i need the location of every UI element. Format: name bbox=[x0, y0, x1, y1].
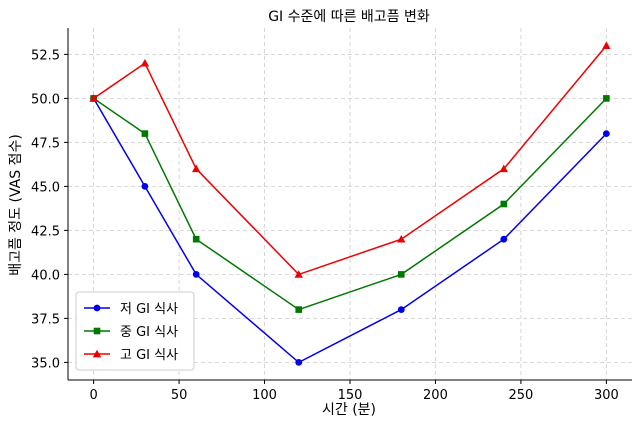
data-point bbox=[295, 359, 303, 366]
legend-marker bbox=[93, 304, 101, 312]
data-point bbox=[89, 94, 98, 102]
y-tick-label: 40.0 bbox=[31, 268, 60, 283]
x-tick-label: 100 bbox=[252, 388, 277, 403]
legend-item: 중 GI 식사 bbox=[84, 325, 178, 340]
y-tick-label: 37.5 bbox=[31, 312, 60, 327]
data-point bbox=[602, 130, 610, 138]
legend-marker bbox=[93, 327, 101, 335]
data-point bbox=[295, 306, 303, 313]
y-tick-label: 35.0 bbox=[31, 356, 60, 371]
legend-label: 중 GI 식사 bbox=[120, 325, 178, 340]
data-point bbox=[500, 200, 508, 208]
x-tick-label: 250 bbox=[508, 388, 533, 403]
y-tick-label: 52.5 bbox=[31, 48, 60, 63]
legend-item: 고 GI 식사 bbox=[84, 348, 178, 363]
data-point bbox=[397, 271, 405, 278]
data-point bbox=[191, 164, 201, 173]
legend-label: 저 GI 식사 bbox=[120, 302, 178, 317]
legend-label: 고 GI 식사 bbox=[120, 348, 178, 363]
data-point bbox=[141, 183, 149, 190]
data-point bbox=[141, 130, 149, 137]
y-tick-label: 47.5 bbox=[31, 136, 60, 151]
x-tick-label: 0 bbox=[89, 388, 97, 403]
data-point bbox=[500, 235, 508, 243]
x-tick-label: 200 bbox=[423, 388, 448, 403]
x-tick-label: 150 bbox=[338, 388, 363, 403]
data-point bbox=[192, 271, 200, 278]
data-point bbox=[397, 306, 405, 313]
series-3 bbox=[89, 41, 611, 278]
y-axis-ticks: 35.0 37.5 40.0 42.5 45.0 47.5 50.0 52.5 bbox=[31, 48, 68, 371]
series-group bbox=[89, 41, 611, 366]
data-point bbox=[602, 41, 611, 49]
data-point bbox=[294, 270, 303, 278]
legend-box bbox=[75, 291, 195, 371]
legend-item: 저 GI 식사 bbox=[84, 302, 178, 317]
data-point bbox=[603, 95, 610, 102]
x-axis-label: 시간 (분) bbox=[322, 402, 376, 418]
y-tick-label: 45.0 bbox=[31, 180, 60, 195]
y-axis-label: 배고픔 정도 (VAS 점수) bbox=[8, 134, 24, 276]
y-tick-label: 50.0 bbox=[31, 92, 60, 107]
data-point bbox=[192, 235, 200, 243]
x-tick-label: 300 bbox=[594, 388, 619, 403]
data-point bbox=[140, 59, 150, 67]
series-1 bbox=[90, 95, 610, 366]
chart-title: GI 수준에 따른 배고픔 변화 bbox=[268, 9, 430, 25]
data-point bbox=[499, 164, 509, 173]
legend: 저 GI 식사중 GI 식사고 GI 식사 bbox=[75, 291, 195, 371]
x-tick-label: 50 bbox=[171, 388, 188, 403]
y-tick-label: 42.5 bbox=[31, 224, 60, 239]
x-axis-ticks: 0 50 100 150 200 250 300 bbox=[89, 380, 619, 403]
legend-marker bbox=[92, 349, 102, 358]
data-point bbox=[397, 235, 406, 243]
grid bbox=[68, 28, 632, 380]
